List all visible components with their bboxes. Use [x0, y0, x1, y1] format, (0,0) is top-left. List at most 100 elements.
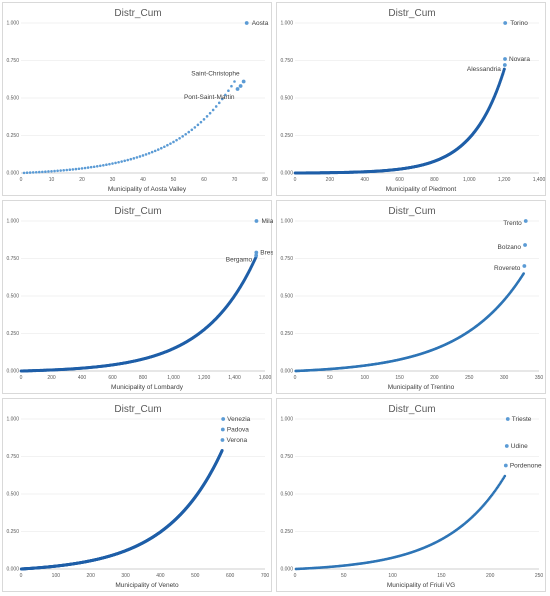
top-municipality-point [503, 463, 508, 468]
x-tick-label: 100 [388, 573, 397, 579]
x-tick-label: 250 [535, 573, 544, 579]
x-tick-label: 0 [294, 573, 297, 579]
data-point [65, 168, 69, 172]
y-tick-label: 1.000 [6, 21, 19, 27]
y-tick-label: 0.750 [6, 58, 19, 64]
y-tick-label: 0.000 [280, 567, 293, 573]
x-tick-label: 80 [262, 177, 268, 183]
y-tick-label: 0.250 [6, 133, 19, 139]
data-point [160, 146, 163, 150]
chart-friuli-svg: Distr_Cum Municipality of Friuli VG 0.00… [280, 404, 544, 589]
x-tick-label: 150 [437, 573, 446, 579]
y-tick-label: 0.250 [280, 133, 293, 139]
y-tick-label: 0.250 [6, 331, 19, 337]
top-municipality-point [504, 444, 509, 448]
data-point [214, 105, 218, 108]
chart-panel-lombardy: Distr_Cum Municipality of Lombardy 0.000… [2, 200, 273, 394]
x-tick-label: 200 [47, 375, 56, 381]
data-point [123, 159, 126, 163]
data-point [135, 156, 139, 159]
y-tick-label: 0.500 [6, 294, 19, 300]
x-tick-label: 0 [294, 375, 297, 381]
top-municipality-point [220, 427, 225, 432]
chart-title: Distr_Cum [388, 206, 435, 217]
x-tick-label: 600 [395, 177, 404, 183]
y-tick-label: 0.250 [280, 331, 293, 337]
data-point [144, 153, 148, 156]
data-point [181, 135, 184, 138]
y-tick-label: 0.750 [280, 256, 293, 262]
x-tick-label: 50 [327, 375, 333, 381]
data-point [163, 145, 166, 149]
chart-lombardy-svg: Distr_Cum Municipality of Lombardy 0.000… [6, 206, 273, 391]
chart-title: Distr_Cum [114, 206, 161, 217]
top-municipality-point [220, 438, 225, 442]
data-point [230, 84, 233, 88]
x-tick-label: 200 [430, 375, 439, 381]
data-point [147, 151, 151, 155]
point-annotation: Verona [226, 437, 247, 444]
x-tick-label: 500 [191, 573, 200, 579]
point-annotation: Novara [509, 56, 530, 63]
point-annotation: Brescia [260, 250, 273, 257]
data-point [156, 148, 160, 151]
data-point [132, 157, 136, 160]
data-point [53, 169, 56, 173]
data-point [211, 108, 215, 112]
point-annotation: Trento [503, 220, 522, 227]
top-municipality-point [254, 219, 259, 223]
data-point [129, 157, 133, 161]
point-annotation: Aosta [252, 20, 269, 27]
x-tick-label: 1,000 [463, 177, 476, 183]
x-tick-label: 70 [232, 177, 238, 183]
data-point [114, 161, 117, 165]
y-tick-label: 0.750 [280, 58, 293, 64]
data-point [141, 154, 145, 157]
y-tick-label: 0.250 [6, 529, 19, 535]
y-tick-label: 1.000 [6, 219, 19, 225]
data-point [196, 123, 200, 127]
chart-trentino-svg: Distr_Cum Municipality of Trentino 0.000… [280, 206, 543, 391]
data-point [178, 136, 181, 140]
data-point [74, 167, 78, 171]
x-tick-label: 700 [261, 573, 270, 579]
x-tick-label: 400 [156, 573, 165, 579]
data-point [221, 97, 224, 101]
data-point [80, 167, 84, 170]
data-point [41, 170, 44, 174]
point-annotation: Milano [261, 218, 273, 225]
chart-title: Distr_Cum [114, 8, 161, 19]
top-municipality-point [238, 84, 243, 88]
x-axis-label: Municipality of Aosta Valley [108, 186, 187, 193]
y-tick-label: 0.000 [280, 369, 293, 375]
data-point [28, 171, 32, 174]
data-point [99, 164, 102, 168]
data-point [190, 128, 194, 132]
y-tick-label: 0.500 [280, 96, 293, 102]
x-tick-label: 200 [486, 573, 495, 579]
x-axis-label: Municipality of Piedmont [386, 186, 457, 193]
x-tick-label: 0 [294, 177, 297, 183]
x-tick-label: 30 [110, 177, 116, 183]
chart-panel-piedmont: Distr_Cum Municipality of Piedmont 0.000… [276, 2, 546, 196]
data-point [68, 168, 72, 172]
x-tick-label: 150 [395, 375, 404, 381]
y-tick-label: 0.500 [6, 96, 19, 102]
data-point [25, 171, 29, 175]
x-tick-label: 1,000 [167, 375, 180, 381]
top-municipality-point [244, 21, 249, 25]
data-point [502, 67, 506, 71]
chart-panel-aosta: Distr_Cum Municipality of Aosta Valley 0… [2, 2, 272, 196]
y-tick-label: 0.000 [6, 567, 19, 573]
y-tick-label: 1.000 [280, 417, 293, 423]
data-point [208, 111, 212, 115]
x-tick-label: 1,200 [498, 177, 511, 183]
x-tick-label: 600 [226, 573, 235, 579]
data-point [187, 130, 191, 134]
top-municipality-point [522, 264, 527, 268]
top-municipality-point [523, 219, 528, 223]
data-point [83, 166, 87, 170]
point-annotation: Trieste [512, 416, 532, 423]
top-municipality-point [254, 250, 259, 255]
point-annotation: Pont-Saint-Martin [184, 94, 235, 101]
